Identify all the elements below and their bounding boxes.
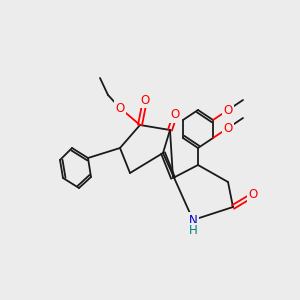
Text: O: O (116, 101, 124, 115)
Text: H: H (189, 224, 197, 238)
Text: O: O (248, 188, 258, 202)
Text: O: O (224, 103, 232, 116)
Text: O: O (224, 122, 232, 134)
Text: N: N (189, 214, 197, 226)
Text: O: O (170, 109, 180, 122)
Text: O: O (140, 94, 150, 106)
